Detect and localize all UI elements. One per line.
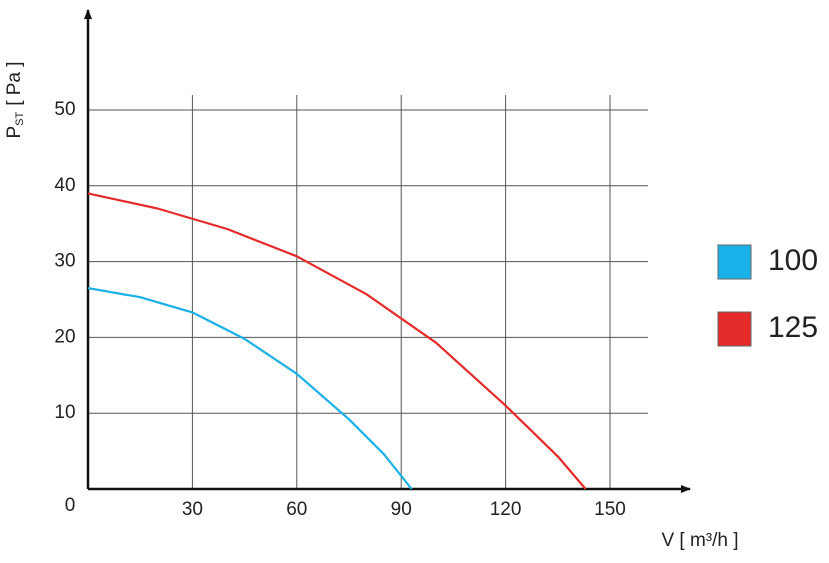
x-tick-label: 90 [391,499,412,520]
y-label-unit: [ Pa ] [4,61,25,105]
legend-swatch [717,244,752,280]
x-tick-label: 120 [490,499,522,520]
x-tick-label: 60 [286,499,307,520]
y-tick-label: 40 [54,175,75,196]
y-tick-label: 30 [54,251,75,272]
y-tick-label: 20 [54,326,75,347]
y-tick-label: 50 [54,99,75,120]
series-line [87,192,587,490]
series-line [87,287,413,490]
legend-label: 125 [768,311,818,344]
legend-label: 100 [768,244,818,277]
y-label-main: P [4,126,25,139]
x-axis-label: V [ m³/h ] [661,530,738,551]
y-tick-label: 0 [65,495,76,516]
legend-swatch [717,311,752,347]
grid [88,95,648,489]
y-label-sub: ST [14,112,26,126]
x-tick-label: 150 [594,499,626,520]
x-tick-label: 30 [182,499,203,520]
y-axis-label: PST [ Pa ] [4,61,26,138]
y-tick-label: 10 [54,402,75,423]
